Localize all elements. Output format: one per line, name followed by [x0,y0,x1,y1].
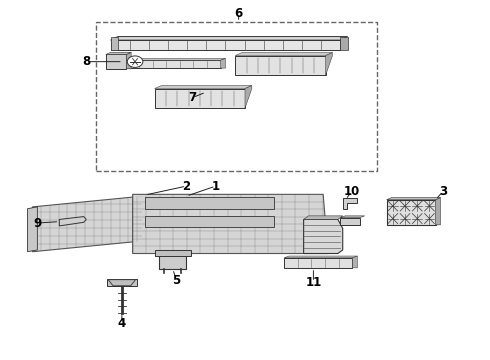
Polygon shape [155,86,252,89]
Polygon shape [304,216,343,220]
Polygon shape [284,256,357,258]
Polygon shape [343,198,357,209]
Polygon shape [340,37,347,50]
Polygon shape [304,220,343,253]
Text: 2: 2 [182,180,191,193]
Bar [284,258,352,268]
Polygon shape [436,198,441,225]
Bar [155,89,245,108]
Bar [235,55,326,75]
Polygon shape [145,197,274,209]
Circle shape [127,56,143,67]
Polygon shape [111,40,340,50]
Text: 8: 8 [82,55,90,68]
Polygon shape [133,194,328,253]
Text: 11: 11 [305,276,321,289]
Bar [387,200,436,225]
Polygon shape [27,207,37,252]
Polygon shape [326,53,332,75]
Polygon shape [126,52,131,69]
Polygon shape [106,52,131,54]
Polygon shape [352,256,357,268]
Text: 6: 6 [235,7,243,20]
Text: 3: 3 [439,185,447,198]
Polygon shape [125,58,225,60]
Text: 10: 10 [343,185,360,198]
Text: 4: 4 [118,317,126,330]
Polygon shape [111,37,347,40]
Bar [125,60,220,68]
Polygon shape [108,280,136,286]
Bar [106,54,126,69]
Polygon shape [111,37,118,50]
Bar [155,250,191,256]
Text: 7: 7 [189,91,197,104]
Text: 9: 9 [33,216,42,230]
Polygon shape [220,58,225,68]
Polygon shape [235,53,332,55]
Polygon shape [340,216,365,218]
Bar [96,22,377,171]
Bar [340,218,360,225]
Bar [107,279,137,286]
Polygon shape [145,216,274,227]
Polygon shape [32,196,143,252]
Polygon shape [245,86,252,108]
Polygon shape [387,198,441,200]
Bar [159,253,186,269]
Polygon shape [59,217,86,226]
Text: 5: 5 [172,274,181,287]
Text: 1: 1 [212,180,220,193]
